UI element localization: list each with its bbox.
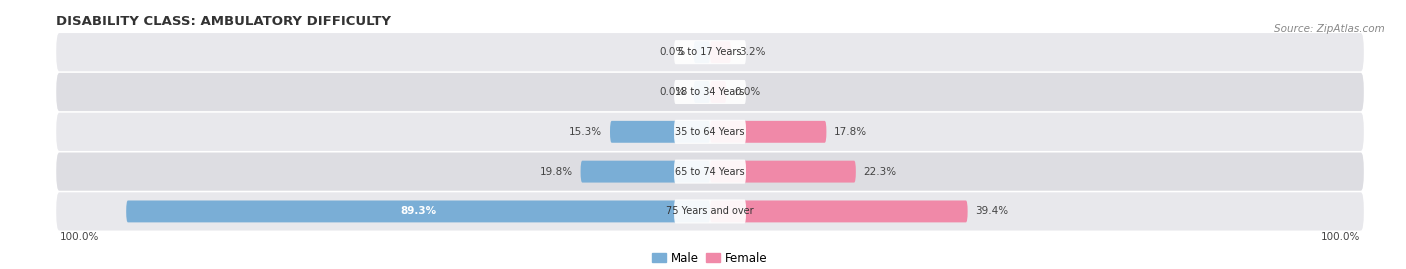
Text: 0.0%: 0.0% <box>734 87 761 97</box>
Text: 100.0%: 100.0% <box>59 232 98 242</box>
FancyBboxPatch shape <box>693 81 710 103</box>
Text: 65 to 74 Years: 65 to 74 Years <box>675 167 745 177</box>
FancyBboxPatch shape <box>581 161 710 183</box>
FancyBboxPatch shape <box>710 121 827 143</box>
FancyBboxPatch shape <box>610 121 710 143</box>
FancyBboxPatch shape <box>56 33 1364 71</box>
FancyBboxPatch shape <box>56 153 1364 191</box>
FancyBboxPatch shape <box>673 80 747 104</box>
FancyBboxPatch shape <box>710 200 967 222</box>
FancyBboxPatch shape <box>673 160 747 184</box>
Text: 19.8%: 19.8% <box>540 167 572 177</box>
Text: 39.4%: 39.4% <box>976 206 1008 217</box>
FancyBboxPatch shape <box>127 200 710 222</box>
Text: 15.3%: 15.3% <box>569 127 602 137</box>
Text: 0.0%: 0.0% <box>659 47 686 57</box>
Text: 0.0%: 0.0% <box>659 87 686 97</box>
Text: Source: ZipAtlas.com: Source: ZipAtlas.com <box>1274 24 1385 34</box>
FancyBboxPatch shape <box>710 81 727 103</box>
Text: 89.3%: 89.3% <box>401 206 436 217</box>
FancyBboxPatch shape <box>710 41 731 63</box>
Text: 22.3%: 22.3% <box>863 167 897 177</box>
Text: 35 to 64 Years: 35 to 64 Years <box>675 127 745 137</box>
FancyBboxPatch shape <box>673 40 747 64</box>
FancyBboxPatch shape <box>56 73 1364 111</box>
Text: 75 Years and over: 75 Years and over <box>666 206 754 217</box>
Legend: Male, Female: Male, Female <box>648 247 772 269</box>
FancyBboxPatch shape <box>56 192 1364 231</box>
FancyBboxPatch shape <box>710 161 856 183</box>
FancyBboxPatch shape <box>673 120 747 144</box>
Text: 18 to 34 Years: 18 to 34 Years <box>675 87 745 97</box>
FancyBboxPatch shape <box>56 113 1364 151</box>
FancyBboxPatch shape <box>673 199 747 224</box>
FancyBboxPatch shape <box>693 41 710 63</box>
Text: 100.0%: 100.0% <box>1322 232 1361 242</box>
Text: 17.8%: 17.8% <box>834 127 868 137</box>
Text: 3.2%: 3.2% <box>738 47 765 57</box>
Text: DISABILITY CLASS: AMBULATORY DIFFICULTY: DISABILITY CLASS: AMBULATORY DIFFICULTY <box>56 15 391 27</box>
Text: 5 to 17 Years: 5 to 17 Years <box>678 47 742 57</box>
